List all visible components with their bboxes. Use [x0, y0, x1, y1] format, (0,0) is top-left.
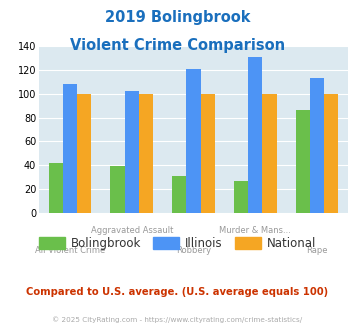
Bar	[310, 78, 324, 213]
Text: © 2025 CityRating.com - https://www.cityrating.com/crime-statistics/: © 2025 CityRating.com - https://www.city…	[53, 316, 302, 323]
Bar	[172, 176, 186, 213]
Bar	[186, 69, 201, 213]
Bar	[125, 91, 139, 213]
Text: Robbery: Robbery	[176, 246, 211, 255]
Bar	[324, 94, 338, 213]
Text: Murder & Mans...: Murder & Mans...	[219, 226, 291, 235]
Legend: Bolingbrook, Illinois, National: Bolingbrook, Illinois, National	[34, 232, 321, 255]
Bar	[296, 111, 310, 213]
Text: 2019 Bolingbrook: 2019 Bolingbrook	[105, 10, 250, 25]
Bar	[49, 163, 63, 213]
Text: Violent Crime Comparison: Violent Crime Comparison	[70, 38, 285, 53]
Text: Compared to U.S. average. (U.S. average equals 100): Compared to U.S. average. (U.S. average …	[26, 287, 329, 297]
Bar	[248, 57, 262, 213]
Bar	[77, 94, 91, 213]
Bar	[63, 84, 77, 213]
Bar	[234, 181, 248, 213]
Bar	[201, 94, 215, 213]
Text: All Violent Crime: All Violent Crime	[35, 246, 105, 255]
Text: Rape: Rape	[306, 246, 328, 255]
Bar	[110, 166, 125, 213]
Text: Aggravated Assault: Aggravated Assault	[91, 226, 173, 235]
Bar	[262, 94, 277, 213]
Bar	[139, 94, 153, 213]
